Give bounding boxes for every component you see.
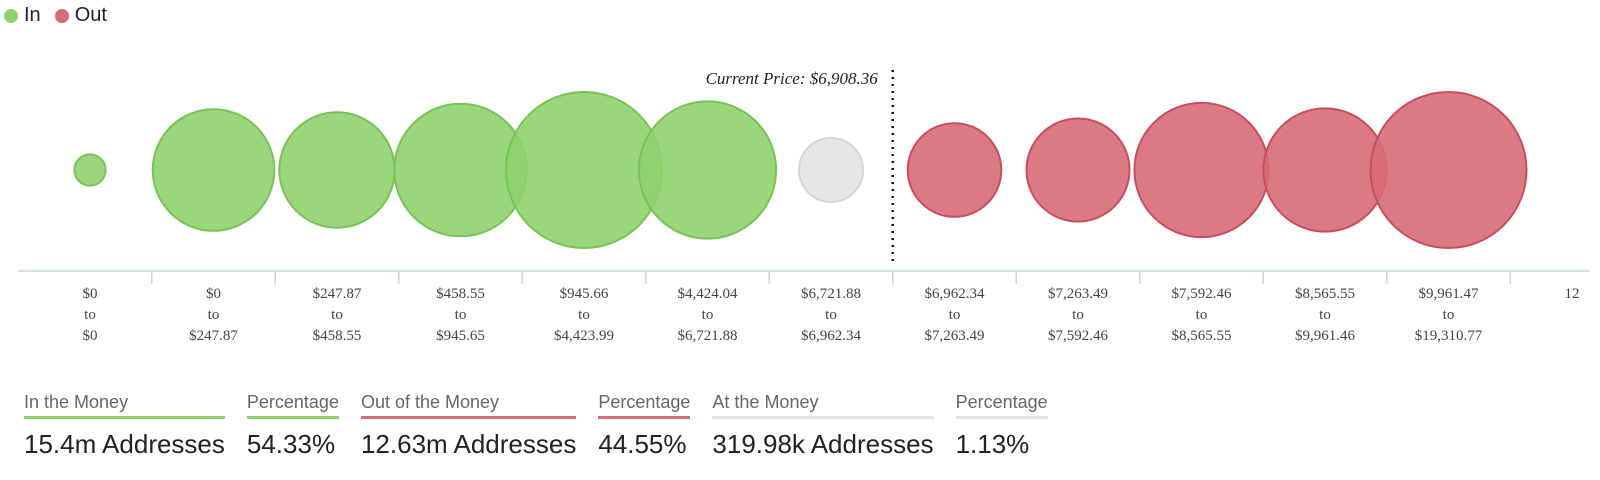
tick-label: to bbox=[208, 307, 220, 323]
tick-label: to bbox=[825, 307, 837, 323]
tick-label: $458.55 bbox=[436, 286, 485, 302]
stat-value: 15.4m Addresses bbox=[24, 429, 225, 459]
current-price-label: Current Price: $6,908.36 bbox=[706, 69, 879, 88]
tick-label: $458.55 bbox=[313, 328, 362, 344]
legend-in-dot bbox=[4, 8, 18, 23]
bubble-in[interactable] bbox=[151, 108, 276, 232]
stat-value: 12.63m Addresses bbox=[360, 429, 577, 459]
bubble-out[interactable] bbox=[1025, 117, 1131, 223]
stat-label: Out of the Money bbox=[360, 392, 577, 419]
tick-label: to bbox=[1443, 307, 1455, 323]
bubble-out[interactable] bbox=[1262, 107, 1388, 233]
stat-at-the-money: At the Money 319.98k Addresses bbox=[712, 392, 934, 460]
stat-label: At the Money bbox=[712, 392, 934, 419]
tick-label: $7,263.49 bbox=[1048, 286, 1108, 302]
legend-out-label: Out bbox=[74, 4, 107, 26]
stat-in-percentage: Percentage 54.33% bbox=[246, 392, 339, 460]
stat-at-percentage: Percentage 1.13% bbox=[955, 392, 1048, 460]
legend-item-in[interactable]: In bbox=[4, 4, 41, 27]
tick-label: $4,423.99 bbox=[554, 328, 614, 344]
tick-label: $7,592.46 bbox=[1172, 286, 1233, 302]
stat-in-the-money: In the Money 15.4m Addresses bbox=[24, 392, 225, 460]
tick-label: $945.66 bbox=[560, 286, 609, 302]
legend-in-label: In bbox=[24, 4, 41, 26]
tick-label: $7,592.46 bbox=[1048, 328, 1109, 344]
tick-label: $7,263.49 bbox=[925, 328, 985, 344]
tick-label-truncated: 12 bbox=[1565, 286, 1580, 302]
tick-label: $6,721.88 bbox=[801, 286, 861, 302]
stat-value: 319.98k Addresses bbox=[712, 429, 934, 459]
tick-label: $9,961.47 bbox=[1419, 286, 1480, 302]
bubble-in[interactable] bbox=[73, 153, 107, 187]
tick-label: to bbox=[1196, 307, 1208, 323]
tick-label: $8,565.55 bbox=[1295, 286, 1355, 302]
legend: In Out bbox=[4, 4, 107, 27]
stat-out-percentage: Percentage 44.55% bbox=[598, 392, 691, 460]
legend-item-out[interactable]: Out bbox=[54, 4, 107, 27]
bubble-out[interactable] bbox=[1369, 91, 1528, 249]
tick-label: to bbox=[84, 307, 96, 323]
tick-label: $8,565.55 bbox=[1172, 328, 1232, 344]
stat-label: Percentage bbox=[955, 392, 1048, 419]
tick-label: $19,310.77 bbox=[1415, 328, 1483, 344]
stat-label: Percentage bbox=[246, 392, 339, 419]
tick-label: $6,721.88 bbox=[678, 328, 738, 344]
stat-label: Percentage bbox=[598, 392, 691, 419]
tick-label: to bbox=[1319, 307, 1331, 323]
legend-out-dot bbox=[54, 8, 69, 23]
tick-label: $0 bbox=[206, 286, 221, 302]
tick-label: $0 bbox=[83, 286, 98, 302]
tick-label: to bbox=[1072, 307, 1084, 323]
bubble-at[interactable] bbox=[798, 137, 864, 203]
stat-out-of-the-money: Out of the Money 12.63m Addresses bbox=[360, 392, 577, 460]
tick-label: $945.65 bbox=[436, 328, 485, 344]
bubble-out[interactable] bbox=[1133, 101, 1270, 239]
bubble-in[interactable] bbox=[278, 111, 396, 229]
tick-label: to bbox=[578, 307, 590, 323]
stat-value: 54.33% bbox=[246, 429, 336, 459]
tick-label: $6,962.34 bbox=[801, 328, 862, 344]
tick-label: to bbox=[331, 307, 343, 323]
bubble-in[interactable] bbox=[637, 100, 778, 240]
tick-label: $4,424.04 bbox=[678, 286, 739, 302]
tick-label: to bbox=[702, 307, 714, 323]
stat-label: In the Money bbox=[24, 392, 225, 419]
stat-value: 44.55% bbox=[598, 429, 687, 459]
tick-label: to bbox=[455, 307, 467, 323]
bubble-out[interactable] bbox=[906, 122, 1003, 218]
tick-label: $9,961.46 bbox=[1295, 328, 1356, 344]
tick-label: $247.87 bbox=[189, 328, 238, 344]
summary-stats: In the Money 15.4m Addresses Percentage … bbox=[24, 392, 1070, 460]
tick-label: $0 bbox=[83, 328, 98, 344]
tick-label: $6,962.34 bbox=[925, 286, 986, 302]
stat-value: 1.13% bbox=[955, 429, 1030, 459]
tick-label: $247.87 bbox=[313, 286, 362, 302]
bubble-chart: Current Price: $6,908.36 $0 to $0 $0 to $247.8… bbox=[18, 69, 1590, 344]
tick-label: to bbox=[949, 307, 961, 323]
